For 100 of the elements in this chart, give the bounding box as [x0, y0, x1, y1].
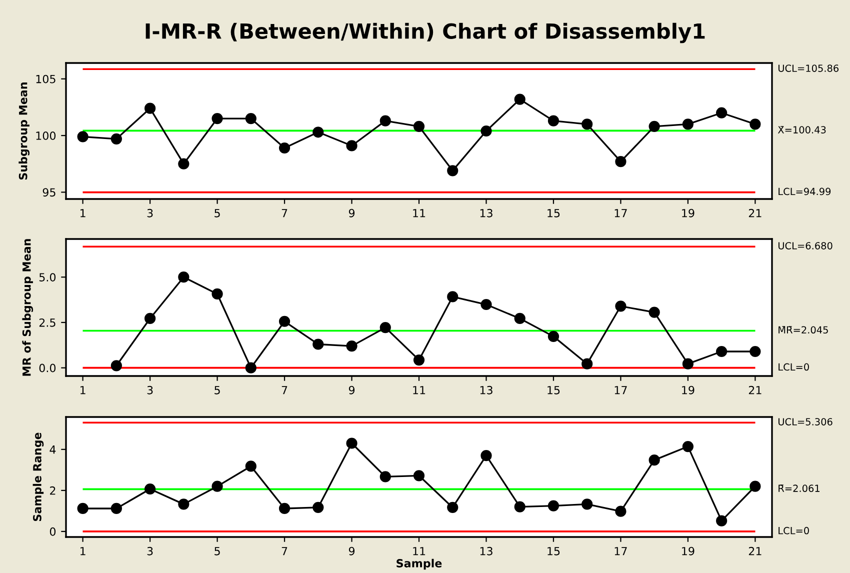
point [178, 498, 190, 510]
y-tick-label: 100 [36, 132, 56, 140]
y-tick-label: 2 [50, 486, 56, 495]
point [312, 502, 324, 514]
x-tick-label: 19 [682, 546, 694, 556]
x-tick-label: 17 [614, 547, 627, 556]
x-tick-label: 7 [282, 209, 288, 218]
y-tick-label: 0.0 [39, 364, 56, 372]
point [548, 115, 560, 126]
point [615, 156, 626, 168]
point [582, 358, 593, 370]
point [212, 288, 223, 300]
point [380, 115, 391, 126]
x-tick-label: 17 [614, 386, 627, 394]
x-tick-label: 5 [214, 209, 220, 218]
x-tick-label: 3 [147, 386, 153, 394]
point [110, 360, 122, 372]
x-tick-label: 1 [80, 386, 86, 394]
x-tick-label: 9 [348, 546, 355, 556]
point [380, 322, 391, 334]
point [648, 120, 660, 132]
ref-line-label: LCL=0 [778, 526, 809, 534]
point [447, 502, 458, 514]
point [750, 480, 761, 492]
ref-line-label: UCL=105.86 [778, 64, 839, 72]
x-tick-label: 13 [480, 208, 492, 218]
x-tick-label: 1 [80, 209, 86, 218]
y-tick-label: 5.0 [39, 273, 56, 282]
point [716, 107, 728, 118]
x-tick-label: 21 [748, 546, 762, 556]
y-tick-label: 95 [42, 188, 56, 197]
x-tick-label: 13 [480, 386, 492, 394]
point [312, 126, 324, 138]
x-tick-label: 11 [413, 386, 426, 394]
y-axis-title: MR of Subgroup Mean [22, 239, 34, 376]
point [615, 506, 626, 517]
x-tick-label: 15 [548, 386, 560, 394]
point [413, 470, 425, 482]
ref-line-label: M̄R̄=2.045 [778, 326, 828, 334]
chart-title: I-MR-R (Between/Within) Chart of Disassembly1 [146, 22, 705, 44]
point [548, 500, 560, 512]
point [413, 354, 425, 366]
point [447, 291, 458, 302]
point [480, 298, 492, 310]
y-tick-label: 105 [36, 74, 56, 84]
point [682, 358, 694, 370]
point [346, 340, 358, 352]
point [582, 118, 593, 130]
y-tick-label: 0 [50, 527, 56, 536]
point [514, 501, 526, 512]
point [144, 312, 156, 324]
x-tick-label: 15 [548, 547, 560, 556]
point [648, 306, 660, 318]
point [144, 483, 156, 495]
point [278, 142, 290, 154]
point [110, 133, 122, 144]
x-tick-label: 5 [214, 547, 220, 556]
point [110, 502, 122, 514]
x-tick-label: 7 [282, 547, 288, 556]
x-tick-label: 3 [147, 208, 153, 218]
x-tick-label: 11 [413, 547, 426, 556]
point [380, 471, 391, 482]
point [178, 158, 190, 170]
point [582, 498, 593, 510]
point [548, 330, 560, 342]
point [682, 118, 694, 130]
point [212, 112, 223, 124]
point [245, 362, 256, 374]
x-tick-label: 9 [348, 208, 355, 218]
point [447, 165, 458, 176]
ref-line-label: UCL=5.306 [778, 418, 832, 426]
point [346, 140, 358, 152]
point [514, 94, 526, 105]
point [716, 515, 728, 526]
point [178, 272, 190, 283]
x-tick-label: 15 [548, 209, 560, 218]
y-tick-label: 2.5 [39, 318, 56, 327]
x-tick-label: 7 [282, 386, 288, 394]
point [682, 440, 694, 452]
point [77, 131, 88, 142]
point [346, 438, 358, 449]
point [413, 120, 425, 132]
x-tick-label: 13 [480, 546, 492, 556]
x-tick-label: 3 [147, 546, 153, 556]
point [245, 112, 256, 124]
point [750, 118, 761, 130]
x-tick-label: 11 [413, 209, 426, 218]
point [615, 300, 626, 312]
point [278, 502, 290, 514]
y-axis-title: Subgroup Mean [18, 82, 30, 180]
point [245, 460, 256, 472]
point [77, 502, 88, 514]
ref-line-label: UCL=6.680 [778, 242, 832, 250]
x-tick-label: 9 [348, 386, 355, 394]
x-tick-label: 17 [614, 209, 627, 218]
x-tick-label: 21 [748, 208, 762, 218]
ref-line-label: LCL=94.99 [778, 188, 831, 196]
point [750, 346, 761, 358]
x-tick-label: 1 [80, 547, 86, 556]
x-tick-label: 21 [748, 386, 762, 394]
